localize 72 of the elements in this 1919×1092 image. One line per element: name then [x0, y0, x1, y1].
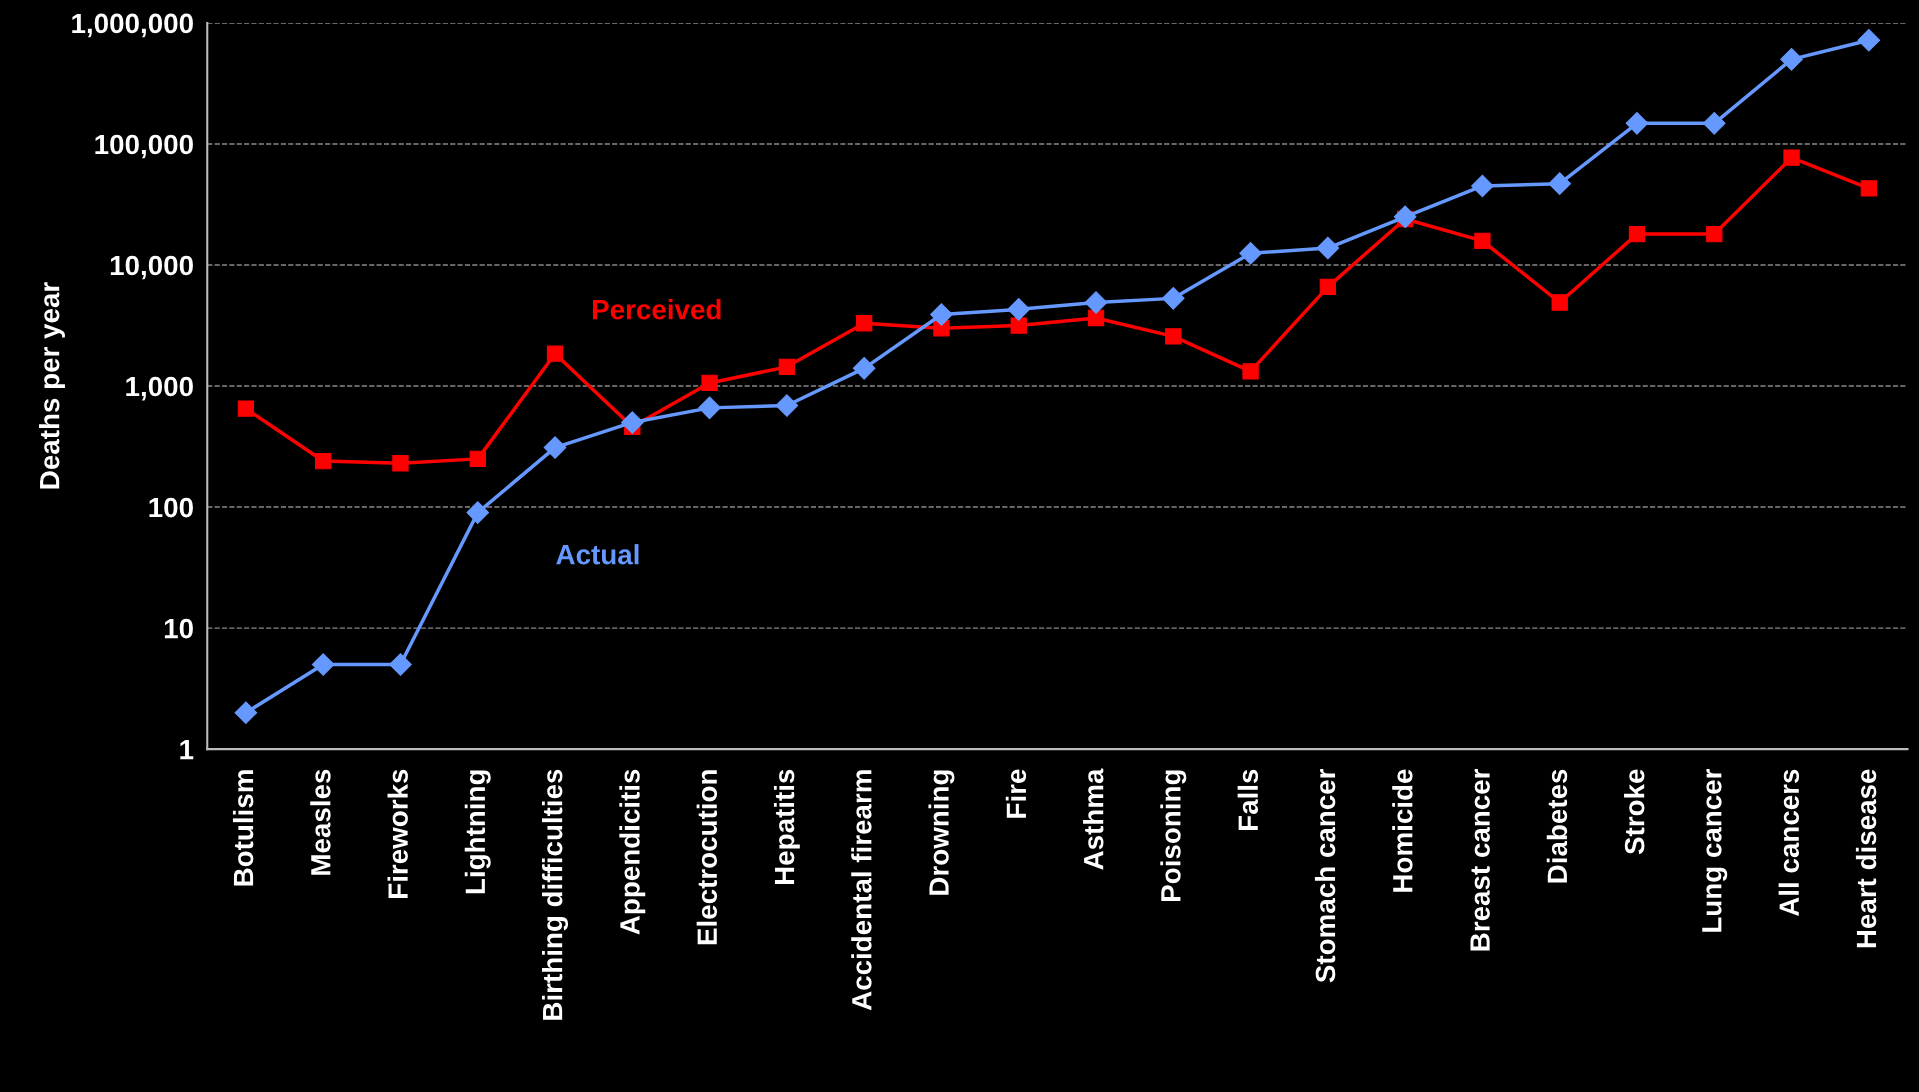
x-tick-label: Measles [310, 769, 331, 875]
point [698, 396, 721, 420]
x-tick-label: Stomach cancer [1314, 768, 1336, 983]
x-tick-label: All cancers [1778, 769, 1800, 917]
point [389, 653, 412, 676]
x-tick-label: Botulism [232, 770, 254, 886]
x-tick-label: Drowning [928, 770, 955, 895]
point [620, 411, 644, 434]
point [1706, 225, 1723, 243]
point [1474, 232, 1491, 250]
point [1316, 236, 1340, 260]
x-tick-label: Poisoning [1160, 770, 1187, 901]
x-tick-label: Electrocution [696, 770, 718, 945]
point [1319, 278, 1337, 295]
series-label: Perceived [593, 299, 721, 320]
point [778, 358, 796, 376]
point [1783, 149, 1800, 166]
x-tick-label: Falls [1237, 769, 1259, 830]
point [1084, 291, 1108, 314]
point [1702, 112, 1726, 135]
x-tick-label: Hepatitis [773, 769, 800, 884]
point [1628, 225, 1646, 243]
x-tick-label: Lung cancer [1702, 768, 1728, 932]
y-tick-label: 1,000,000 [72, 13, 193, 38]
x-tick-label: Homicide [1392, 769, 1413, 892]
x-tick-label: Lightning [464, 770, 491, 894]
point [775, 394, 799, 417]
point [311, 653, 335, 676]
point [315, 452, 332, 470]
x-tick-label: Stroke [1624, 769, 1645, 855]
y-tick-label: 1,000 [126, 376, 193, 401]
y-axis-title: Deaths per year [39, 282, 65, 489]
x-tick-label: Appendicitis [619, 769, 646, 935]
x-tick-label: Heart disease [1855, 769, 1877, 948]
point [701, 374, 718, 392]
point [392, 455, 409, 472]
text: Actual [556, 544, 639, 565]
point [852, 357, 876, 380]
x-tick-label: Fire [1005, 769, 1027, 818]
y-tick-label: 100,000 [95, 134, 193, 159]
point [543, 436, 567, 459]
point [856, 315, 873, 332]
y-tick-label: 10 [164, 618, 193, 639]
point [1625, 112, 1649, 135]
point [1548, 172, 1572, 195]
point [1551, 294, 1568, 311]
x-tick-label: Breast cancer [1470, 768, 1490, 951]
x-tick-label: Fireworks [387, 769, 408, 898]
point [469, 450, 486, 468]
point [1471, 174, 1494, 198]
point [1857, 28, 1881, 52]
x-tick-label: Birthing difficulties [542, 769, 569, 1020]
point [1239, 241, 1262, 265]
point [1780, 48, 1803, 71]
point [1161, 287, 1185, 310]
x-tick-label: Diabetes [1546, 769, 1568, 883]
y-tick-label: 1 [180, 740, 194, 760]
point [234, 701, 258, 724]
point [930, 303, 953, 326]
point [1165, 328, 1182, 345]
point [1860, 180, 1878, 197]
x-tick-label: Asthma [1083, 768, 1104, 870]
point [1010, 317, 1027, 334]
y-tick-label: 10,000 [110, 255, 193, 280]
y-tick-label: 100 [149, 497, 193, 518]
point [1242, 363, 1259, 380]
point [1393, 205, 1417, 229]
point [237, 400, 255, 417]
point [1007, 298, 1031, 321]
point [546, 345, 564, 362]
point [466, 501, 490, 524]
x-tick-label: Accidental firearm [851, 770, 872, 1011]
